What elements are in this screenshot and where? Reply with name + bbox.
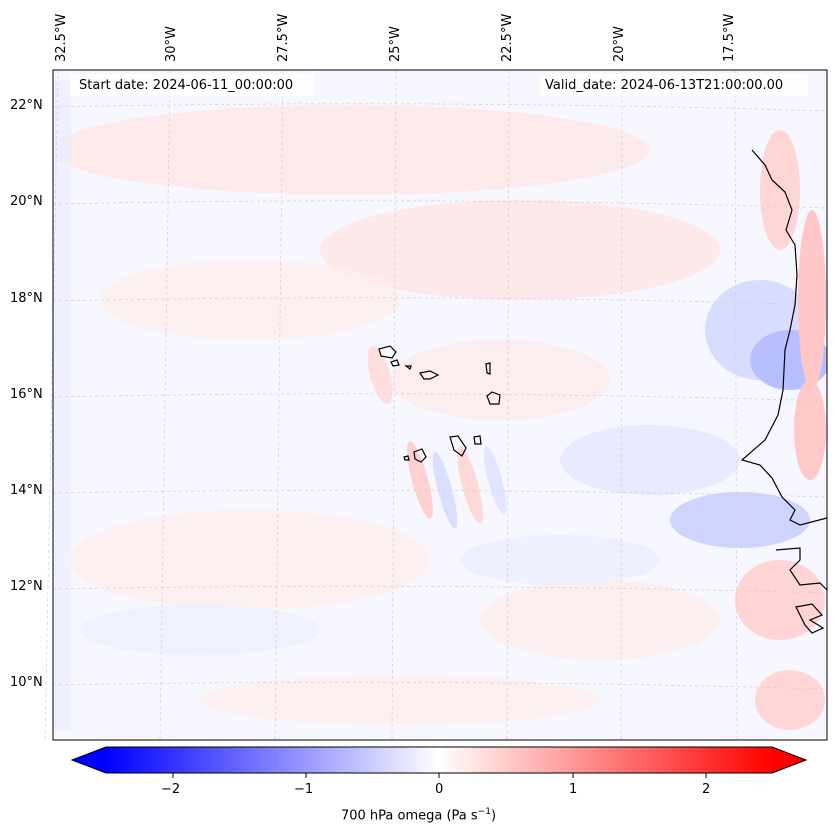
island-fogo	[413, 448, 427, 463]
guinea-bissau-coast	[795, 603, 825, 634]
graticule	[44, 69, 828, 741]
lat-label-20n: 20°N	[10, 194, 43, 209]
coastlines	[378, 149, 828, 634]
island-sao-nicolau	[419, 370, 440, 380]
island-santo-antao	[378, 345, 397, 359]
lon-label-17-5w: 17.5°W	[722, 13, 737, 62]
island-brava	[403, 455, 410, 461]
gambia-senegal-coast	[775, 547, 828, 591]
island-maio	[473, 435, 482, 445]
lon-label-32-5w: 32.5°W	[54, 13, 69, 62]
colorbar-unit-exponent: −1	[477, 807, 491, 817]
lon-label-22-5w: 22.5°W	[500, 13, 515, 62]
lon-label-27-5w: 27.5°W	[276, 13, 291, 62]
colorbar-variable: 700 hPa omega (Pa s	[340, 808, 478, 824]
island-boa-vista	[486, 391, 501, 405]
island-sal	[485, 362, 491, 375]
start-date-label: Start date: 2024-06-11_00:00:00	[79, 78, 294, 93]
lat-label-14n: 14°N	[10, 483, 43, 498]
lat-label-22n: 22°N	[10, 98, 43, 113]
island-santiago	[449, 435, 467, 457]
lat-label-16n: 16°N	[10, 387, 43, 402]
african-coastline	[740, 149, 828, 526]
island-santa-luzia	[404, 365, 412, 370]
lat-label-18n: 18°N	[10, 291, 43, 306]
colorbar-tick-label: −1	[294, 782, 314, 797]
lon-label-25w: 25°W	[388, 26, 403, 62]
lat-label-12n: 12°N	[10, 579, 43, 594]
colorbar-tick-label: 0	[435, 782, 444, 797]
lat-label-10n: 10°N	[10, 675, 43, 690]
island-sao-vicente	[390, 359, 400, 367]
omega-field	[53, 70, 827, 740]
colorbar-unit-close: )	[490, 808, 497, 824]
colorbar-tick-label: 2	[702, 782, 711, 797]
lon-label-30w: 30°W	[164, 26, 179, 62]
valid-date-label: Valid_date: 2024-06-13T21:00:00.00	[545, 78, 784, 93]
colorbar-tick-label: −2	[161, 782, 181, 797]
colorbar-label: 700 hPa omega (Pa s−1)	[0, 807, 837, 823]
colorbar-tick-label: 1	[569, 782, 578, 797]
map-frame	[52, 69, 828, 741]
colorbar	[70, 746, 808, 778]
lon-label-20w: 20°W	[612, 26, 627, 62]
